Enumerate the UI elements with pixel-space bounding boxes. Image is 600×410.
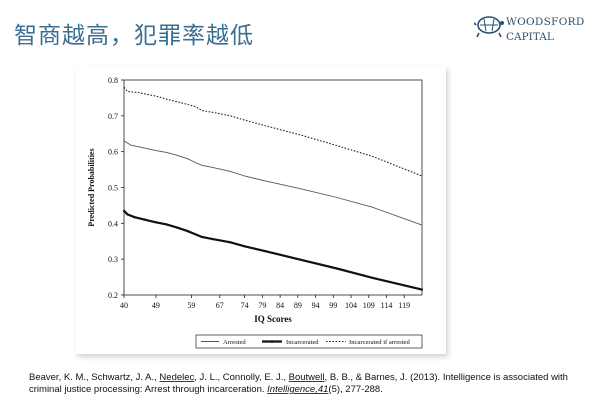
x-tick-label: 94 <box>312 301 320 310</box>
x-tick-label: 109 <box>363 301 375 310</box>
x-tick-label: 40 <box>120 301 128 310</box>
tortoise-icon <box>474 16 504 38</box>
x-tick-label: 49 <box>152 301 160 310</box>
x-tick-label: 67 <box>216 301 224 310</box>
series-point-1 <box>176 226 179 229</box>
x-tick-label: 119 <box>398 301 410 310</box>
x-tick-label: 104 <box>345 301 357 310</box>
citation-part3: , B. B., & Barnes, J. (2013). Intelligen… <box>29 372 568 395</box>
y-axis-label: Predicted Probabilities <box>87 148 96 226</box>
series-line-0 <box>123 140 423 226</box>
x-tick-label: 74 <box>241 301 249 310</box>
series-point-1 <box>264 250 268 253</box>
series-point-1 <box>211 238 214 241</box>
legend-label-1: Incarcerated <box>286 339 319 346</box>
x-axis-label: IQ Scores <box>254 314 292 324</box>
series-line-1 <box>123 210 423 291</box>
logo-text-line1: WOODSFORD <box>506 16 585 28</box>
line-chart: 0.2 0.3 0.4 0.5 0.6 0.7 0.8 40 49 59 67 74 79 84 89 94 9… <box>87 76 424 349</box>
legend-label-2: Incarcerated if arrested <box>349 339 410 346</box>
series-point-1 <box>200 235 204 239</box>
series-point-1 <box>193 232 197 236</box>
x-tick-label: 84 <box>276 301 284 310</box>
y-tick-label: 0.4 <box>108 219 118 228</box>
series-point-1 <box>371 276 374 279</box>
legend-label-0: Arrested <box>223 339 246 346</box>
y-tick-label: 0.8 <box>108 76 118 85</box>
series-point-1 <box>133 216 136 219</box>
series-point-1 <box>229 241 232 244</box>
chart-container: 0.2 0.3 0.4 0.5 0.6 0.7 0.8 40 49 59 67 74 79 84 89 94 9… <box>76 66 446 354</box>
citation-journal: Intelligence,41 <box>267 384 329 395</box>
x-tick-label: 89 <box>294 301 302 310</box>
citation-author-boutwell: Boutwell <box>288 372 325 383</box>
citation-author-nedelec: Nedelec <box>159 372 195 383</box>
citation-part1: Beaver, K. M., Schwartz, J. A., <box>29 372 160 383</box>
series-point-1 <box>335 267 338 270</box>
x-tick-label: 59 <box>187 301 195 310</box>
y-tick-label: 0.3 <box>108 255 118 264</box>
series-point-1 <box>300 258 303 261</box>
legend-marker-1 <box>270 340 274 343</box>
y-tick-label: 0.6 <box>108 148 118 157</box>
y-tick-label: 0.2 <box>108 291 118 300</box>
series-point-1 <box>122 209 126 212</box>
y-tick-label: 0.5 <box>108 184 118 193</box>
citation-part2: , J. L., Connolly, E. J., <box>194 372 289 383</box>
logo-text-line2: CAPITAL <box>506 31 554 43</box>
series-point-1 <box>154 221 158 224</box>
company-logo: WOODSFORD CAPITAL <box>474 12 594 46</box>
series-point-1 <box>126 213 129 216</box>
series-line-2 <box>123 86 423 177</box>
series-point-1 <box>243 245 246 248</box>
x-tick-label: 99 <box>329 301 337 310</box>
slide-title: 智商越高，犯罪率越低 <box>14 23 254 49</box>
legend-box <box>195 334 423 349</box>
series-point-1 <box>420 288 424 291</box>
x-tick-label: 114 <box>381 301 393 310</box>
series-point-1 <box>186 230 189 233</box>
y-tick-label: 0.7 <box>108 112 118 121</box>
x-tick-label: 79 <box>258 301 266 310</box>
plot-frame <box>123 79 423 296</box>
citation-part4: (5), 277-288. <box>328 384 383 395</box>
series-point-1 <box>144 218 147 221</box>
citation-text: Beaver, K. M., Schwartz, J. A., Nedelec,… <box>29 372 574 396</box>
series-point-1 <box>165 223 168 226</box>
